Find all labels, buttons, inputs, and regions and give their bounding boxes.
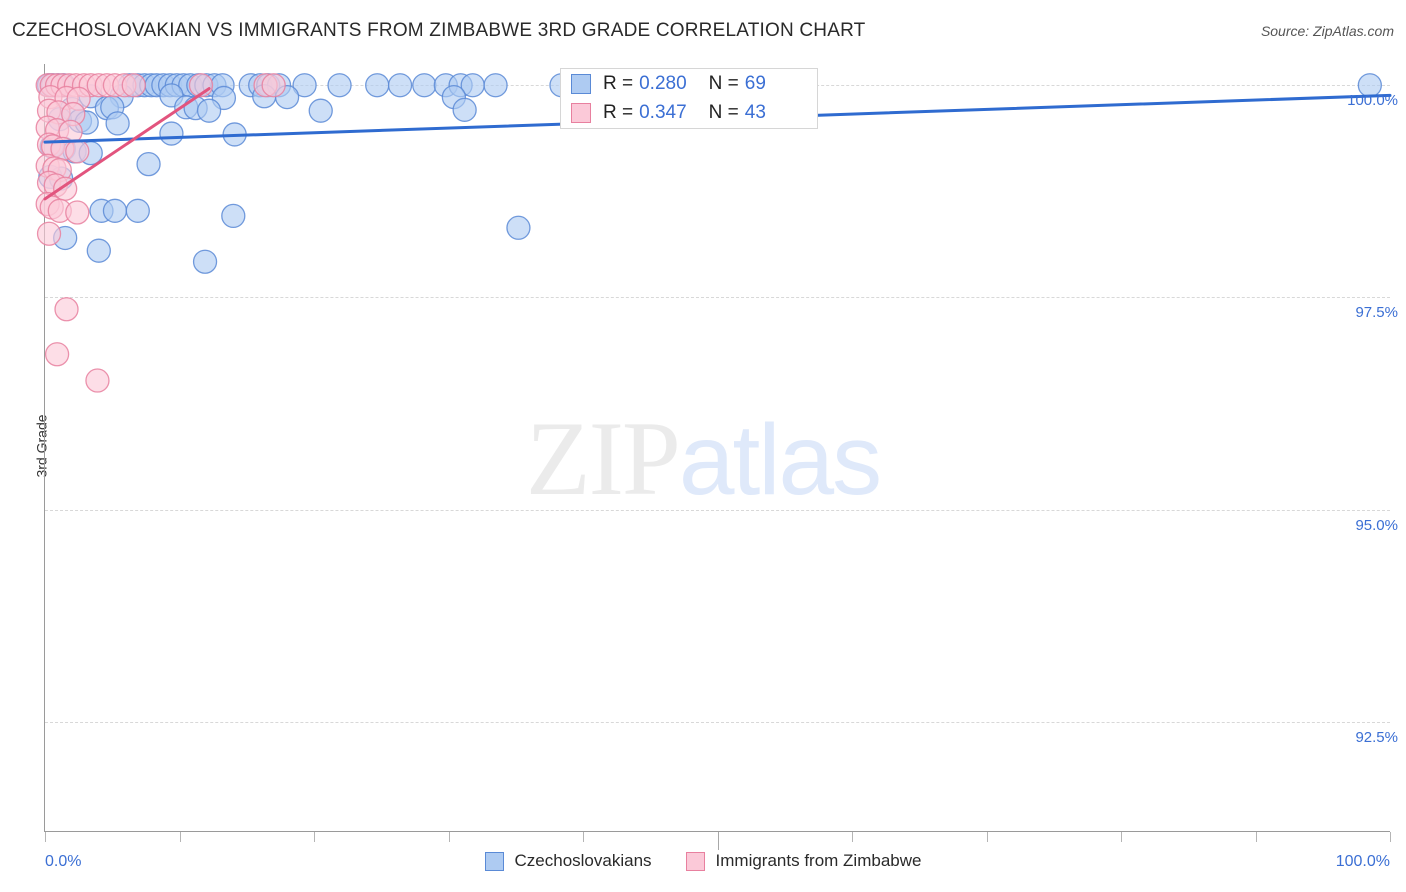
scatter-point [192, 249, 218, 274]
legend-item-immigrants-zimbabwe[interactable]: Immigrants from Zimbabwe [685, 851, 922, 871]
legend-swatch-pink-icon [685, 851, 705, 871]
x-axis-tick [45, 832, 46, 842]
trendline-immigrants-from-zimbabwe [43, 87, 211, 201]
scatter-point [102, 198, 128, 223]
stat-r-label-blue: R = [603, 72, 634, 94]
scatter-point [387, 73, 413, 98]
gridline-y [45, 509, 1390, 511]
x-axis-tick [179, 832, 181, 842]
series-swatch-pink-icon [571, 102, 591, 123]
scatter-point [85, 368, 110, 393]
x-axis-line [44, 831, 1390, 832]
correlation-stats-box: R = 0.280 N = 69 R = 0.347 N = 43 [560, 68, 818, 129]
x-axis-tick [986, 832, 988, 842]
x-axis-tick [583, 832, 584, 842]
x-axis-tick [717, 832, 719, 850]
stat-row-immigrants-zimbabwe: R = 0.347 N = 43 [561, 98, 817, 127]
plot-area [35, 64, 1392, 850]
x-axis-tick [1255, 832, 1257, 842]
stat-n-label-pink: N = [708, 101, 739, 123]
scatter-point [308, 98, 333, 123]
x-axis-tick [448, 832, 450, 842]
legend-label-czechoslovakians: Czechoslovakians [514, 851, 652, 870]
scatter-point [292, 73, 317, 98]
scatter-point [261, 73, 286, 98]
scatter-point [125, 198, 150, 223]
stat-r-value-pink: 0.347 [639, 101, 687, 123]
scatter-point [483, 73, 508, 98]
scatter-point [221, 203, 246, 229]
scatter-point [36, 221, 62, 246]
legend-label-immigrants-zimbabwe: Immigrants from Zimbabwe [715, 851, 922, 870]
x-axis-tick [1121, 832, 1122, 842]
series-swatch-blue-icon [571, 73, 591, 94]
scatter-point [121, 73, 146, 98]
stat-n-value-pink: 43 [744, 101, 766, 123]
scatter-point [452, 97, 477, 122]
scatter-point [105, 111, 130, 136]
scatter-point [44, 342, 70, 367]
scatter-point [86, 238, 111, 263]
scatter-points-layer [35, 73, 1392, 393]
scatter-point [54, 297, 79, 322]
legend-swatch-blue-icon [484, 851, 504, 871]
scatter-point [65, 200, 90, 225]
y-axis-label: 92.5% [1355, 728, 1398, 746]
scatter-point [327, 73, 352, 98]
chart-legend: Czechoslovakians Immigrants from Zimbabw… [0, 851, 1406, 871]
scatter-point [196, 98, 222, 123]
scatter-point [159, 121, 184, 146]
stat-n-label-blue: N = [708, 72, 739, 94]
series-immigrants-from-zimbabwe [35, 73, 286, 393]
stat-r-label-pink: R = [603, 101, 634, 123]
gridline-y [45, 297, 1390, 299]
page-title: CZECHOSLOVAKIAN VS IMMIGRANTS FROM ZIMBA… [12, 20, 866, 41]
scatter-point [136, 151, 161, 177]
stat-row-czechoslovakians: R = 0.280 N = 69 [561, 69, 817, 98]
x-axis-tick [1390, 832, 1391, 842]
x-axis-label: 0.0% [45, 853, 82, 870]
x-axis-tick [852, 832, 853, 842]
scatter-point [506, 215, 531, 240]
y-axis-label: 97.5% [1355, 304, 1398, 322]
y-axis-label: 95.0% [1355, 516, 1398, 534]
stat-r-value-blue: 0.280 [639, 72, 687, 94]
scatter-point [365, 73, 390, 98]
legend-item-czechoslovakians[interactable]: Czechoslovakians [484, 851, 652, 871]
gridline-y [45, 721, 1390, 723]
stat-n-value-blue: 69 [744, 72, 766, 94]
scatter-point [412, 73, 437, 98]
x-axis-label: 100.0% [1335, 853, 1390, 870]
y-axis-label: 100.0% [1347, 92, 1398, 110]
y-axis-line [44, 64, 45, 832]
scatter-point [65, 139, 90, 164]
x-axis-tick [314, 832, 315, 842]
source-attribution: Source: ZipAtlas.com [1260, 23, 1394, 39]
